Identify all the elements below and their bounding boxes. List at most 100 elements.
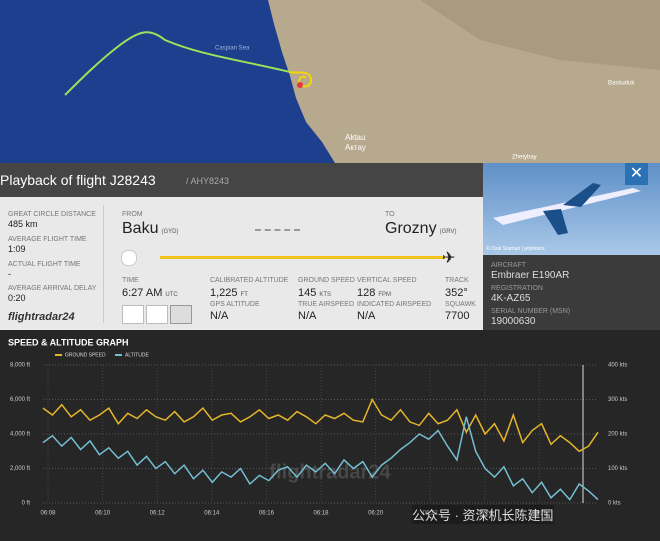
logo: flightradar24: [8, 311, 75, 323]
telemetry-label: TRACK: [445, 277, 469, 284]
telemetry-value: 7700: [445, 310, 470, 322]
progress-bar[interactable]: [160, 256, 445, 259]
telemetry-label: TRUE AIRSPEED: [298, 301, 355, 308]
value: 1,225: [210, 287, 238, 299]
route-arrow: [255, 229, 300, 231]
telemetry-value: 352°: [445, 287, 468, 299]
view-button[interactable]: [146, 305, 168, 324]
series-line: [42, 416, 599, 501]
panel-body: GREAT CIRCLE DISTANCE 485 km AVERAGE FLI…: [0, 197, 483, 330]
x-tick-label: 06:18: [313, 511, 329, 517]
x-tick-label: 06:16: [259, 511, 275, 517]
telemetry-value: N/A: [210, 310, 229, 322]
y2-tick-label: 0 kts: [608, 501, 621, 507]
telemetry-label: CALIBRATED ALTITUDE: [210, 277, 289, 284]
telemetry-value: 6:27 AM UTC: [122, 287, 178, 299]
to-label: TO: [385, 211, 395, 218]
y-tick-label: 0 ft: [22, 501, 31, 507]
city: Baku: [122, 220, 159, 237]
stat-value: 485 km: [8, 219, 38, 229]
divider: [103, 205, 104, 323]
legend-label: ALTITUDE: [125, 352, 149, 358]
x-tick-label: 06:12: [150, 511, 166, 517]
x-tick-label: 06:14: [204, 511, 220, 517]
y-tick-label: 4,000 ft: [10, 432, 30, 438]
close-button[interactable]: ✕: [625, 163, 648, 185]
to-city: Grozny (GRV): [385, 220, 456, 238]
land-shade: [420, 0, 660, 70]
flight-title: Playback of flight J28243: [0, 172, 156, 188]
aircraft-label: AIRCRAFT: [491, 262, 526, 269]
graph-watermark: flightradar24: [269, 461, 391, 483]
stat-label: ACTUAL FLIGHT TIME: [8, 261, 81, 268]
graph: SPEED & ALTITUDE GRAPH flightradar24 0 f…: [8, 337, 627, 517]
aircraft-value: 4K-AZ65: [491, 293, 531, 304]
telemetry-value: N/A: [357, 310, 376, 322]
y-tick-label: 8,000 ft: [10, 363, 30, 369]
from-label: FROM: [122, 211, 143, 218]
x-tick-label: 06:10: [95, 511, 111, 517]
stat-label: AVERAGE ARRIVAL DELAY: [8, 285, 97, 292]
panel-header: Playback of flight J28243 / AHY8243: [0, 163, 483, 197]
city: Grozny: [385, 220, 437, 237]
aircraft-photo: © Ozal Sraman | jetphotos ✕: [483, 163, 660, 255]
aircraft-value: Embraer E190AR: [491, 270, 570, 281]
plane-icon: ✈: [442, 250, 456, 267]
aircraft-label: REGISTRATION: [491, 285, 543, 292]
unit: KTS: [319, 292, 332, 298]
telemetry-label: INDICATED AIRSPEED: [357, 301, 432, 308]
plane-image: [493, 183, 641, 235]
play-button[interactable]: [121, 250, 137, 266]
stat-label: GREAT CIRCLE DISTANCE: [8, 211, 96, 218]
value: 6:27 AM: [122, 287, 163, 299]
from-city: Baku (GYD): [122, 220, 178, 238]
graph-title: SPEED & ALTITUDE GRAPH: [8, 337, 129, 347]
telemetry-value: 128 FPM: [357, 287, 391, 299]
value: 145: [298, 287, 317, 299]
stat-value: 1:09: [8, 244, 26, 254]
callsign: / AHY8243: [186, 176, 230, 186]
telemetry-value: N/A: [298, 310, 317, 322]
stat-value: -: [8, 269, 11, 279]
x-tick-label: 06:22: [423, 511, 439, 517]
unit: FPM: [378, 292, 392, 298]
view-button[interactable]: [170, 305, 192, 324]
map-label: Zhetybay: [512, 155, 537, 161]
telemetry-label: TIME: [122, 277, 139, 284]
code: (GYD): [161, 229, 179, 235]
code: (GRV): [439, 229, 457, 235]
y2-tick-label: 300 kts: [608, 397, 627, 403]
photo-credit: © Ozal Sraman | jetphotos: [486, 246, 545, 252]
telemetry-value: 1,225 FT: [210, 287, 248, 299]
watermark: 公众号 · 资深机长陈建国: [412, 505, 554, 524]
aircraft-value: 19000630: [491, 316, 536, 327]
telemetry-label: GPS ALTITUDE: [210, 301, 260, 308]
telemetry-label: VERTICAL SPEED: [357, 277, 417, 284]
aircraft-info: AIRCRAFT Embraer E190AR REGISTRATION 4K-…: [483, 255, 660, 330]
airport-marker: [297, 82, 303, 88]
stat-label: AVERAGE FLIGHT TIME: [8, 236, 87, 243]
x-tick-label: 06:08: [40, 511, 56, 517]
stat-value: 0:20: [8, 293, 26, 303]
view-button[interactable]: [122, 305, 144, 324]
y-tick-label: 2,000 ft: [10, 466, 30, 472]
x-tick-label: 06:20: [368, 511, 384, 517]
y2-tick-label: 100 kts: [608, 466, 627, 472]
y2-tick-label: 200 kts: [608, 432, 627, 438]
series-line: [42, 397, 599, 453]
map-label: Актау: [345, 143, 366, 152]
telemetry-label: GROUND SPEED: [298, 277, 355, 284]
y2-tick-label: 400 kts: [608, 363, 627, 369]
map[interactable]: Caspian Sea Aktau Актау Zhetybay Baskudu…: [0, 0, 660, 163]
legend-label: GROUND SPEED: [65, 352, 106, 358]
value: 128: [357, 287, 376, 299]
unit: FT: [240, 292, 248, 298]
x-tick-label: 06:24: [477, 511, 493, 517]
aircraft-label: SERIAL NUMBER (MSN): [491, 308, 571, 315]
map-label: Caspian Sea: [215, 46, 250, 52]
map-label: Baskuduk: [608, 81, 635, 87]
y-tick-label: 6,000 ft: [10, 397, 30, 403]
flight-path-end: [289, 71, 312, 88]
flight-path: [64, 31, 291, 96]
